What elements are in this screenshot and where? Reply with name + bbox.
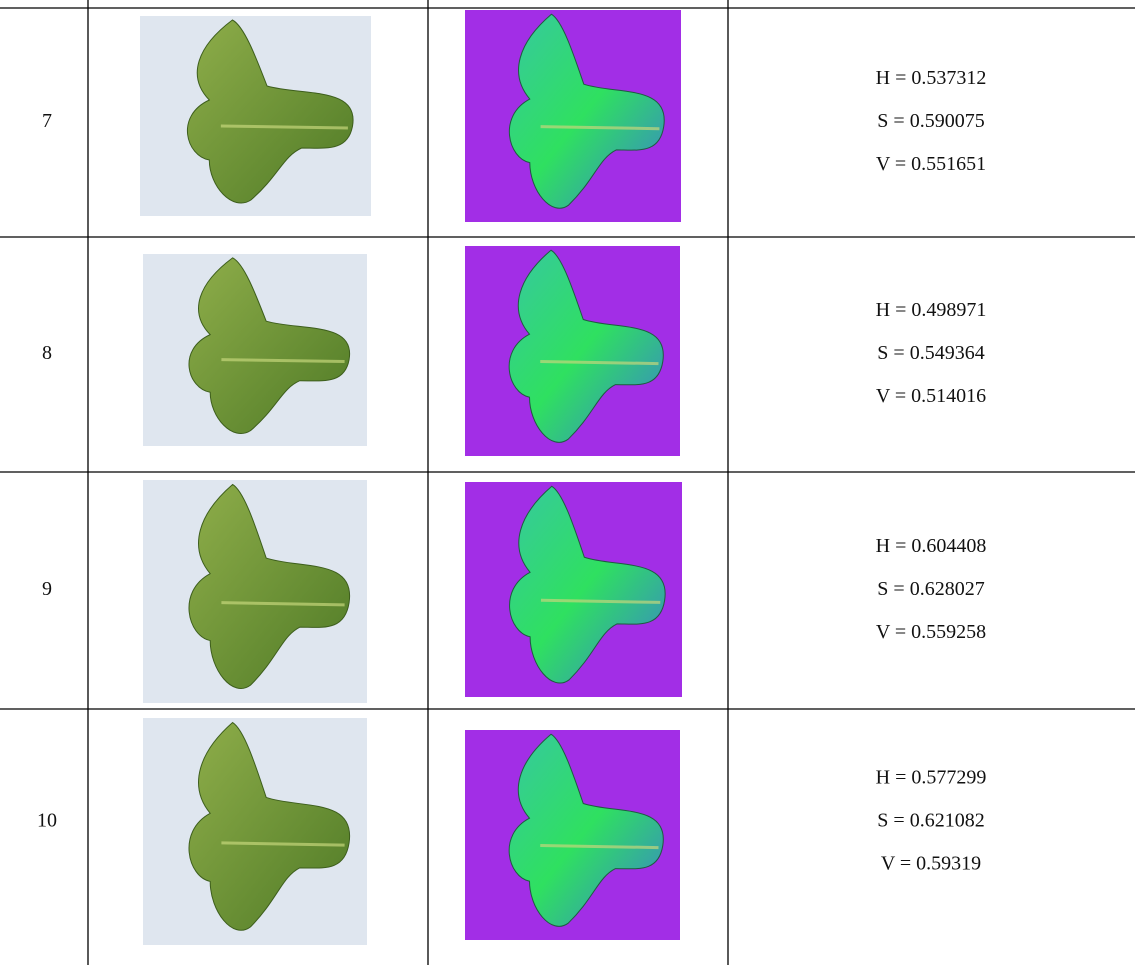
row-index: 7 — [42, 110, 52, 132]
plant-stem — [540, 846, 658, 848]
hsv-value: V = 0.59319 — [881, 853, 981, 875]
hsv-image — [465, 482, 682, 697]
plant-photo — [140, 16, 371, 216]
plant-photo — [143, 254, 367, 446]
hsv-value: S = 0.628027 — [877, 578, 984, 600]
hsv-image — [465, 730, 680, 940]
table: 7 H = 0.537312 S = 0.590075 V = 0.551651 8 H … — [0, 0, 1135, 965]
row-index: 10 — [37, 810, 57, 832]
hsv-value: V = 0.514016 — [876, 385, 986, 407]
row-index: 9 — [42, 578, 52, 600]
hsv-value: H = 0.498971 — [876, 299, 987, 321]
hsv-value: V = 0.559258 — [876, 621, 986, 643]
plant-stem — [221, 126, 348, 128]
hsv-image — [465, 246, 680, 456]
hsv-value: H = 0.577299 — [876, 767, 987, 789]
hsv-value: V = 0.551651 — [876, 153, 986, 175]
plant-stem — [540, 362, 658, 364]
hsv-value: S = 0.590075 — [877, 110, 984, 132]
hsv-image — [465, 10, 681, 222]
plant-stem — [541, 127, 660, 129]
hsv-value: S = 0.621082 — [877, 810, 984, 832]
hsv-value: S = 0.549364 — [877, 342, 984, 364]
plant-stem — [221, 360, 344, 362]
hsv-value: H = 0.537312 — [876, 67, 987, 89]
row-index: 8 — [42, 342, 52, 364]
plant-photo — [143, 718, 367, 945]
plant-photo — [143, 480, 367, 703]
hsv-value: H = 0.604408 — [876, 535, 987, 557]
